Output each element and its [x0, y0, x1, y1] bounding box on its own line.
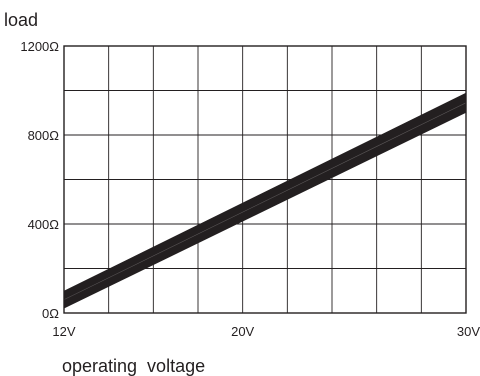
band-layer: [64, 92, 466, 309]
x-tick-labels: 12V 20V 30V: [52, 324, 480, 339]
plot-frame: [63, 45, 467, 314]
y-tick-label: 0Ω: [42, 306, 59, 321]
y-tick-label: 400Ω: [28, 217, 60, 232]
y-tick-label: 1200Ω: [20, 39, 59, 54]
x-tick-label: 12V: [52, 324, 75, 339]
x-tick-label: 20V: [231, 324, 254, 339]
y-tick-label: 800Ω: [28, 128, 60, 143]
y-axis-title: load: [4, 10, 38, 30]
x-axis-title: operating voltage: [62, 356, 205, 376]
x-tick-label: 30V: [457, 324, 480, 339]
grid-layer: [64, 46, 466, 313]
y-tick-labels: 0Ω 400Ω 800Ω 1200Ω: [20, 39, 59, 321]
band-centre-line: [64, 102, 466, 300]
load-tolerance-band: [64, 92, 466, 309]
